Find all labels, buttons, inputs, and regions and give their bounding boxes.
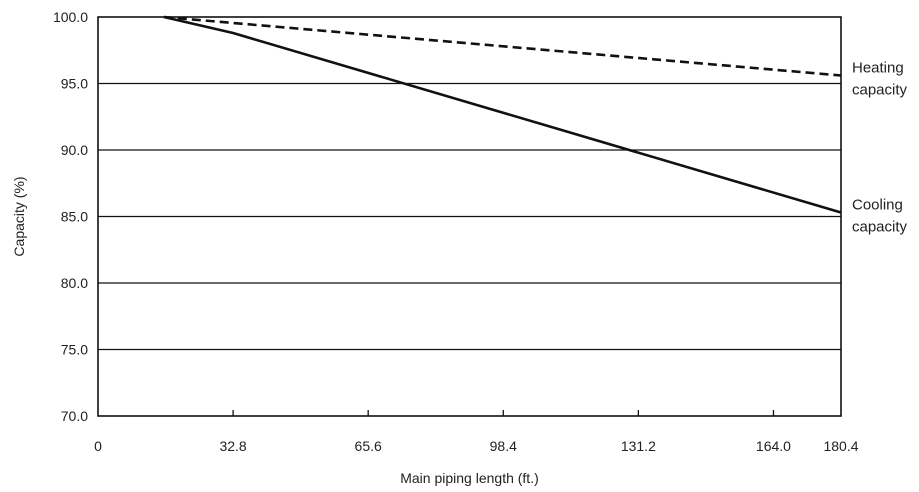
series-labels: Heating capacity Cooling capacity xyxy=(852,60,908,236)
y-tick-label: 80.0 xyxy=(61,275,88,291)
series-label-line: capacity xyxy=(852,82,908,99)
series-line-1 xyxy=(163,15,842,214)
series-label-line: Heating xyxy=(852,60,904,77)
y-axis-title: Capacity (%) xyxy=(11,176,27,256)
y-tick-label: 95.0 xyxy=(61,76,88,92)
x-tick-label: 65.6 xyxy=(355,438,382,454)
x-tick-label: 0 xyxy=(94,438,102,454)
x-axis-title: Main piping length (ft.) xyxy=(400,470,539,486)
series-label-line: capacity xyxy=(852,219,908,236)
series-lines xyxy=(163,15,842,214)
y-tick-label: 100.0 xyxy=(53,9,88,25)
x-tick-label: 131.2 xyxy=(621,438,656,454)
y-tick-label: 85.0 xyxy=(61,209,88,225)
series-label-0: Heating capacity xyxy=(852,60,908,99)
y-tick-label: 70.0 xyxy=(61,408,88,424)
x-tick-label: 164.0 xyxy=(756,438,791,454)
x-tick-label: 180.4 xyxy=(823,438,858,454)
y-tick-label: 75.0 xyxy=(61,342,88,358)
series-line-0 xyxy=(163,15,842,77)
x-tick-label: 32.8 xyxy=(219,438,246,454)
series-label-1: Cooling capacity xyxy=(852,197,908,236)
grid-lines xyxy=(98,82,841,351)
y-tick-label: 90.0 xyxy=(61,142,88,158)
y-axis-ticks: 100.0 95.0 90.0 85.0 80.0 75.0 70.0 xyxy=(53,9,88,424)
x-axis-ticks: 0 32.8 65.6 98.4 131.2 164.0 180.4 xyxy=(94,410,859,454)
series-label-line: Cooling xyxy=(852,197,903,214)
x-tick-label: 98.4 xyxy=(490,438,517,454)
plot-frame xyxy=(97,16,842,417)
